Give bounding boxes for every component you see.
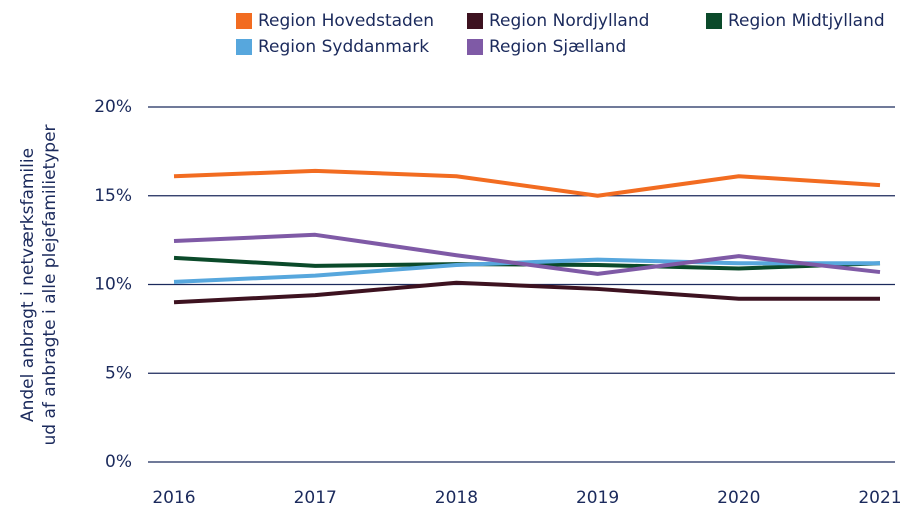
legend-label: Region Midtjylland [728, 11, 885, 31]
y-tick-label: 20% [94, 97, 132, 117]
legend-swatch [467, 13, 483, 29]
legend-label: Region Sjælland [489, 37, 626, 57]
legend-label: Region Nordjylland [489, 11, 649, 31]
y-axis-title-line: ud af anbragte i alle plejefamilietyper [40, 124, 60, 445]
legend-label: Region Syddanmark [258, 37, 429, 57]
y-tick-label: 15% [94, 186, 132, 206]
x-tick-label: 2016 [152, 488, 195, 508]
y-axis-title: Andel anbragt i netværksfamilie ud af an… [18, 124, 60, 445]
legend-swatch [706, 13, 722, 29]
x-tick-label: 2019 [576, 488, 619, 508]
legend-label: Region Hovedstaden [258, 11, 434, 31]
y-axis-title-line: Andel anbragt i netværksfamilie [18, 148, 38, 422]
x-tick-label: 2017 [294, 488, 337, 508]
data-line [173, 257, 880, 284]
x-tick-label: 2020 [717, 488, 760, 508]
data-line [173, 280, 880, 305]
legend-swatch [467, 39, 483, 55]
y-tick-label: 0% [105, 452, 132, 472]
x-tick-label: 2021 [858, 488, 901, 508]
y-tick-label: 10% [94, 275, 132, 295]
legend-swatch [236, 39, 252, 55]
x-tick-label: 2018 [435, 488, 478, 508]
legend-swatch [236, 13, 252, 29]
y-tick-label: 5% [105, 363, 132, 383]
data-line [173, 168, 881, 198]
data-line [173, 232, 881, 276]
